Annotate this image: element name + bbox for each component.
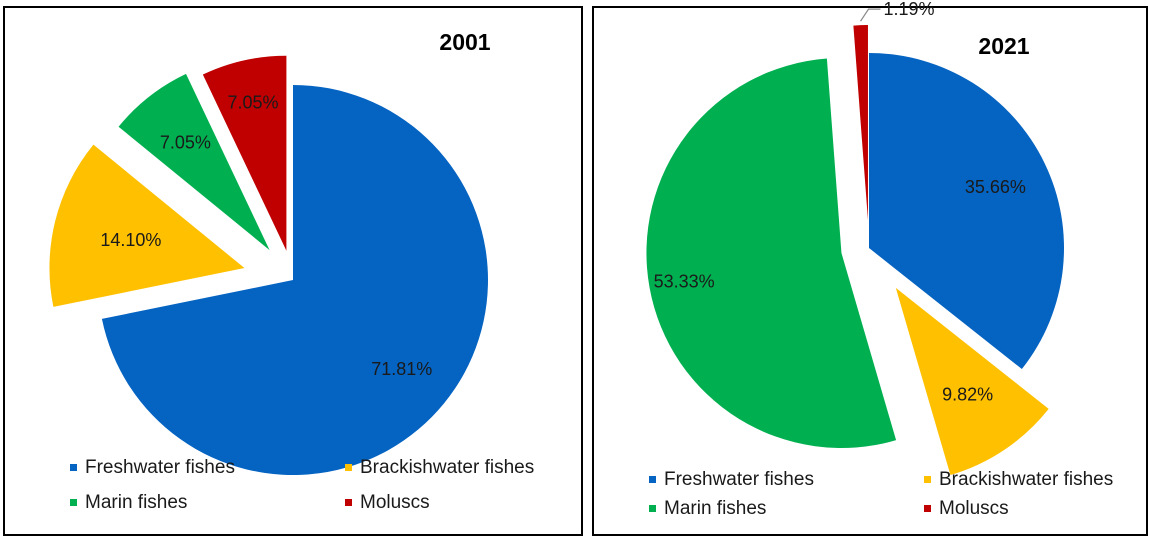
pie-slice-marin-fishes-2001 (118, 73, 270, 251)
legend-swatch-marin-fishes (649, 505, 656, 512)
data-label-freshwater-fishes-2021: 35.66% (965, 177, 1026, 197)
data-label-freshwater-fishes-2001: 71.81% (371, 359, 432, 379)
chart-title: 2021 (978, 33, 1029, 59)
legend-swatch-brackishwater-fishes (345, 464, 352, 471)
legend-label-moluscs: Moluscs (360, 492, 430, 513)
legend-label-marin-fishes: Marin fishes (85, 492, 187, 513)
pie-slice-moluscs-2021 (853, 25, 868, 221)
legend-label-brackishwater-fishes: Brackishwater fishes (939, 469, 1113, 490)
legend-swatch-brackishwater-fishes (924, 476, 931, 483)
pie-chart-2001: 71.81% 14.10% 7.05% 7.05% 2001 Freshwater fis… (49, 29, 534, 513)
pie-slice-moluscs-2001 (202, 55, 287, 251)
data-label-marin-fishes-2021: 53.33% (654, 272, 715, 292)
chart-panel-2021: 35.66% 9.82% 53.33% 1.19% 2021 Freshwater fis… (592, 0, 1148, 536)
chart-panel-2001: 71.81% 14.10% 7.05% 7.05% 2001 Freshwater fis… (3, 6, 583, 536)
data-label-moluscs-2021: 1.19% (884, 0, 935, 19)
leader-line-moluscs-2021 (860, 8, 881, 22)
data-label-brackishwater-fishes-2021: 9.82% (942, 385, 993, 405)
legend-label-freshwater-fishes: Freshwater fishes (664, 469, 814, 490)
pie-slice-freshwater-fishes-2021 (869, 53, 1064, 370)
legend-label-marin-fishes: Marin fishes (664, 498, 766, 519)
chart-title: 2001 (439, 29, 490, 55)
pie-chart-2021: 35.66% 9.82% 53.33% 1.19% 2021 Freshwater fis… (646, 0, 1113, 519)
pie-slice-freshwater-fishes-2001 (101, 85, 489, 475)
legend-swatch-moluscs (345, 499, 352, 506)
legend-swatch-moluscs (924, 505, 931, 512)
pie-slice-marin-fishes-2021 (646, 58, 897, 448)
pie-slice-brackishwater-fishes-2001 (49, 144, 245, 307)
legend-swatch-freshwater-fishes (649, 476, 656, 483)
legend-swatch-marin-fishes (70, 499, 77, 506)
legend-swatch-freshwater-fishes (70, 464, 77, 471)
data-label-brackishwater-fishes-2001: 14.10% (100, 230, 161, 250)
legend-label-freshwater-fishes: Freshwater fishes (85, 457, 235, 478)
legend-label-brackishwater-fishes: Brackishwater fishes (360, 457, 534, 478)
data-label-marin-fishes-2001: 7.05% (160, 133, 211, 153)
legend-label-moluscs: Moluscs (939, 498, 1009, 519)
pie-slice-brackishwater-fishes-2021 (895, 287, 1049, 476)
data-label-moluscs-2001: 7.05% (227, 92, 278, 112)
